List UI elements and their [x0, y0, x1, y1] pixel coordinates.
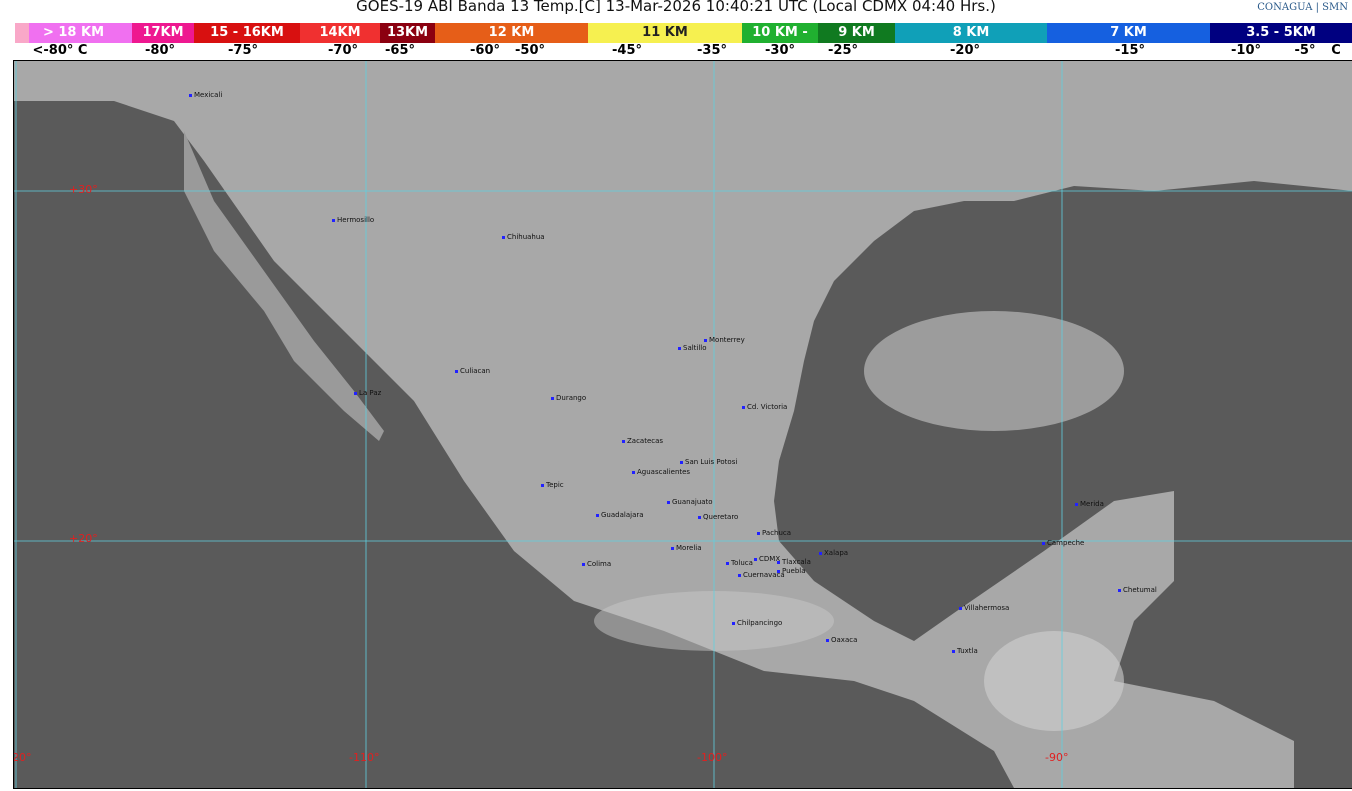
city-label: Saltillo [678, 344, 707, 352]
city-label: Oaxaca [826, 636, 857, 644]
city-label: Chilpancingo [732, 619, 782, 627]
city-label: CDMX [754, 555, 780, 563]
city-label: Culiacan [455, 367, 490, 375]
lat-label-30: +30° [69, 183, 98, 196]
legend-segment: 9 KM [818, 23, 895, 43]
legend-temp: -50° [515, 43, 545, 58]
legend-segment: 14KM [300, 23, 380, 43]
legend-segment: 10 KM - [742, 23, 818, 43]
smn-logo: SMN [1322, 2, 1348, 13]
legend-temp: <-80° C [32, 43, 88, 58]
city-label: La Paz [354, 389, 381, 397]
lon-label-100: -100° [697, 751, 728, 764]
city-label: Puebla [777, 567, 806, 575]
city-label: Xalapa [819, 549, 848, 557]
city-label: Chetumal [1118, 586, 1157, 594]
legend-temp: -30° [765, 43, 795, 58]
city-label: Colima [582, 560, 611, 568]
legend-temp: -10° [1231, 43, 1261, 58]
graticule [14, 61, 1352, 788]
city-label: Cuernavaca [738, 571, 785, 579]
city-label: Merida [1075, 500, 1104, 508]
legend-temp: -80° [145, 43, 175, 58]
city-label: Zacatecas [622, 437, 663, 445]
city-label: Tepic [541, 481, 564, 489]
conagua-logo: CONAGUA [1257, 2, 1313, 13]
legend-temp: -65° [385, 43, 415, 58]
city-label: Tuxtla [952, 647, 978, 655]
legend-temp: -75° [228, 43, 258, 58]
legend-segment: 17KM [132, 23, 194, 43]
legend-temp: -5° [1294, 43, 1316, 58]
city-label: Chihuahua [502, 233, 545, 241]
city-label: Guadalajara [596, 511, 644, 519]
lat-label-20: +20° [69, 532, 98, 545]
legend-segment: 15 - 16KM [194, 23, 300, 43]
baja-peninsula [184, 131, 384, 441]
legend-temp: -45° [612, 43, 642, 58]
city-label: San Luis Potosi [680, 458, 737, 466]
city-label: Hermosillo [332, 216, 374, 224]
agency-logos: CONAGUA | SMN [1257, 2, 1348, 13]
map-outline [14, 61, 1352, 788]
legend-temp: -25° [828, 43, 858, 58]
lon-label-110: -110° [349, 751, 380, 764]
city-label: Toluca [726, 559, 753, 567]
city-label: Cd. Victoria [742, 403, 787, 411]
legend-segment: > 18 KM [15, 23, 132, 43]
legend-segment: 3.5 - 5KM [1210, 23, 1352, 43]
legend-segment: 12 KM [435, 23, 588, 43]
image-title: GOES-19 ABI Banda 13 Temp.[C] 13-Mar-202… [356, 0, 996, 15]
legend-temp: -35° [697, 43, 727, 58]
landmass [14, 61, 1352, 788]
legend-temp: -70° [328, 43, 358, 58]
legend-temp: -20° [950, 43, 980, 58]
satellite-map: +30° +20° -120° -110° -100° -90° Mexical… [13, 60, 1352, 789]
legend-segment: 13KM [380, 23, 435, 43]
city-label: Morelia [671, 544, 702, 552]
city-label: Tlaxcala [777, 558, 811, 566]
city-label: Durango [551, 394, 586, 402]
legend-temp: -60° [470, 43, 500, 58]
legend-segment: 7 KM [1047, 23, 1210, 43]
legend-segment: 11 KM [588, 23, 742, 43]
city-label: Monterrey [704, 336, 745, 344]
lon-label-90: -90° [1045, 751, 1069, 764]
city-label: Guanajuato [667, 498, 713, 506]
city-label: Pachuca [757, 529, 791, 537]
legend-temp: -15° [1115, 43, 1145, 58]
city-label: Villahermosa [959, 604, 1009, 612]
city-label: Aguascalientes [632, 468, 690, 476]
city-label: Mexicali [189, 91, 222, 99]
lon-label-120: -120° [13, 751, 32, 764]
city-label: Campeche [1042, 539, 1084, 547]
city-label: Queretaro [698, 513, 738, 521]
legend-temp: C [1331, 43, 1341, 58]
legend-segment: 8 KM [895, 23, 1047, 43]
